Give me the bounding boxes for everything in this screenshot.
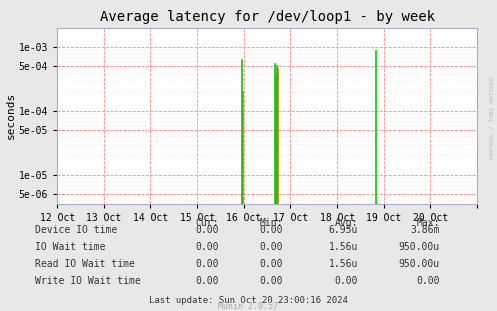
- Text: 950.00u: 950.00u: [399, 259, 440, 269]
- Text: Max:: Max:: [416, 218, 440, 228]
- Text: 3.86m: 3.86m: [411, 225, 440, 235]
- Text: 0.00: 0.00: [260, 242, 283, 252]
- Text: 0.00: 0.00: [195, 242, 219, 252]
- Text: 0.00: 0.00: [260, 259, 283, 269]
- Text: 0.00: 0.00: [416, 276, 440, 286]
- Text: 0.00: 0.00: [195, 259, 219, 269]
- Y-axis label: seconds: seconds: [6, 92, 16, 139]
- Text: RRDTOOL / TOBI OETIKER: RRDTOOL / TOBI OETIKER: [490, 77, 495, 160]
- Text: Munin 2.0.57: Munin 2.0.57: [219, 302, 278, 311]
- Text: Write IO Wait time: Write IO Wait time: [35, 276, 141, 286]
- Text: 0.00: 0.00: [195, 276, 219, 286]
- Title: Average latency for /dev/loop1 - by week: Average latency for /dev/loop1 - by week: [99, 10, 435, 24]
- Text: 0.00: 0.00: [334, 276, 358, 286]
- Text: 0.00: 0.00: [260, 276, 283, 286]
- Text: Read IO Wait time: Read IO Wait time: [35, 259, 135, 269]
- Text: 1.56u: 1.56u: [329, 259, 358, 269]
- Text: Last update: Sun Oct 20 23:00:16 2024: Last update: Sun Oct 20 23:00:16 2024: [149, 296, 348, 305]
- Text: Min:: Min:: [260, 218, 283, 228]
- Text: 0.00: 0.00: [195, 225, 219, 235]
- Text: 6.95u: 6.95u: [329, 225, 358, 235]
- Text: Device IO time: Device IO time: [35, 225, 117, 235]
- Text: Cur:: Cur:: [195, 218, 219, 228]
- Text: 0.00: 0.00: [260, 225, 283, 235]
- Text: 1.56u: 1.56u: [329, 242, 358, 252]
- Text: Avg:: Avg:: [334, 218, 358, 228]
- Text: IO Wait time: IO Wait time: [35, 242, 105, 252]
- Text: 950.00u: 950.00u: [399, 242, 440, 252]
